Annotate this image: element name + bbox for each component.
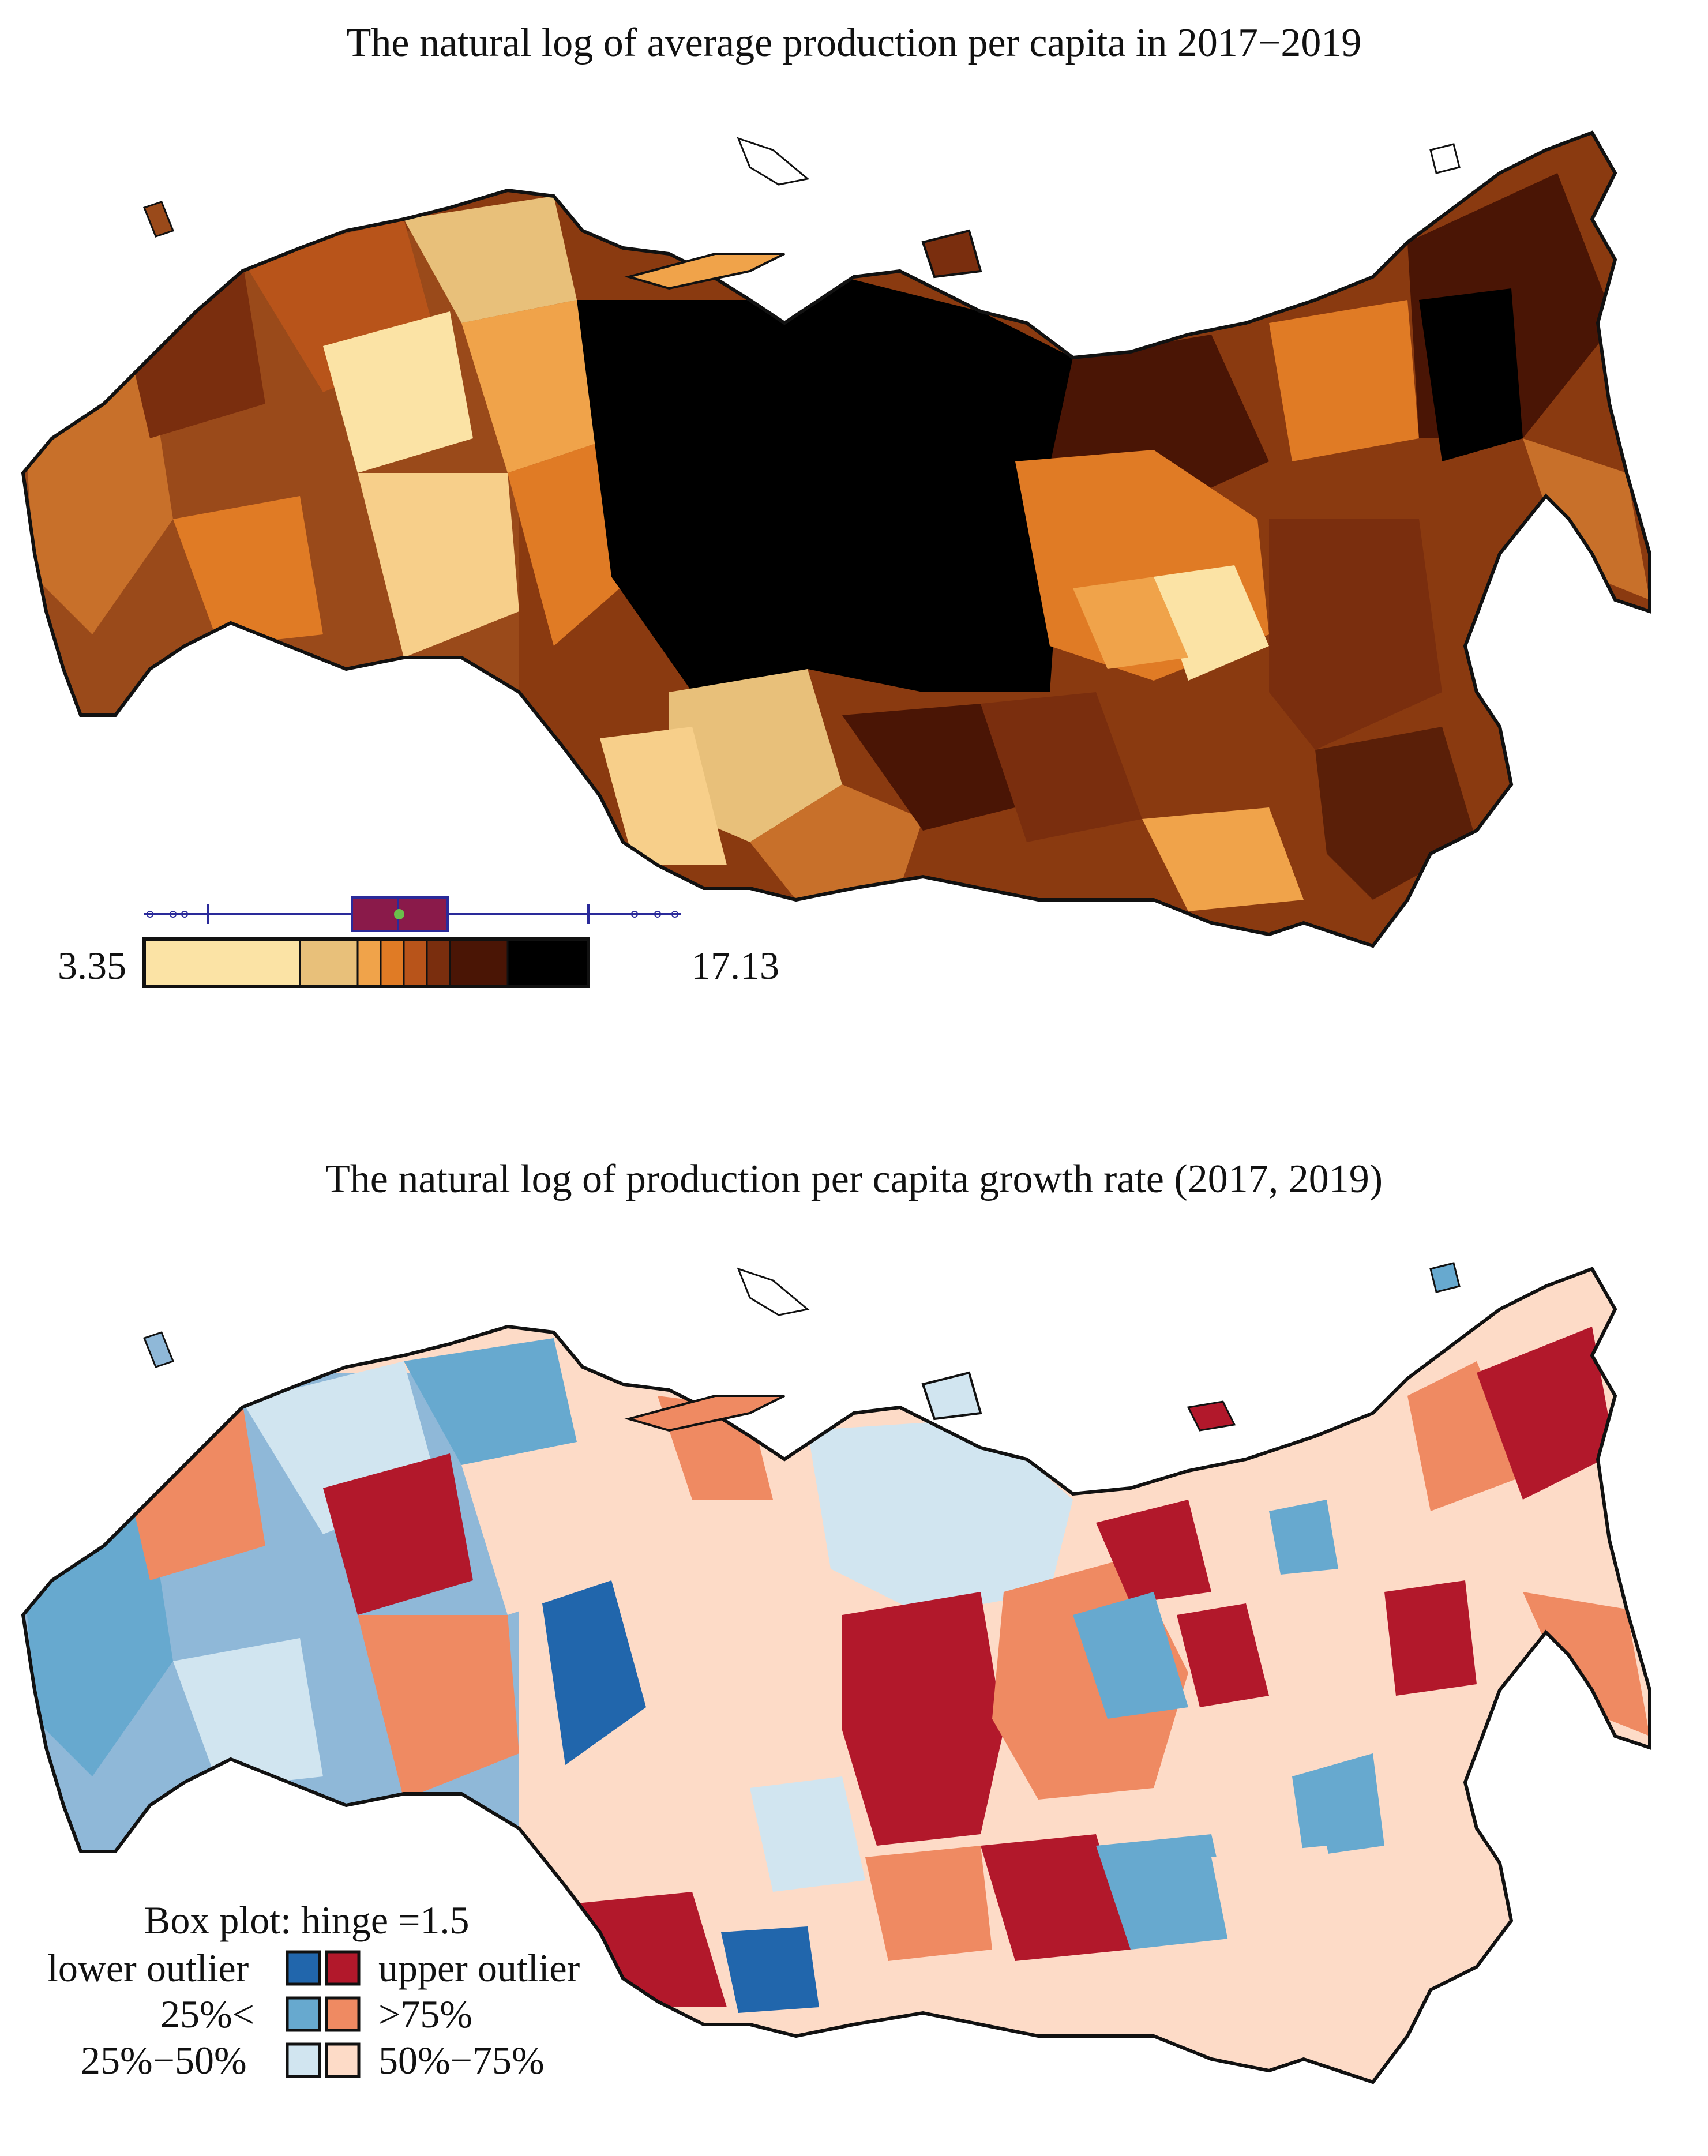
legend-lower-outlier-label: lower outlier (47, 1946, 249, 1990)
legend-q4-label: >75% (378, 1992, 472, 2036)
map-title-growth: The natural log of production per capita… (325, 1157, 1383, 1201)
legend-q2-label: 25%−50% (81, 2038, 247, 2082)
legend-color-bar (142, 937, 590, 988)
map-title-production: The natural log of average production pe… (346, 21, 1362, 65)
legend-swatch-lower-outlier (286, 1950, 321, 1986)
color-bar-frame (142, 937, 590, 988)
color-bar-class-7 (449, 938, 509, 987)
legend-boxplot-title: Box plot: hinge =1.5 (144, 1898, 470, 1942)
legend-swatch-upper-outlier (325, 1950, 361, 1986)
legend-q3-label: 50%−75% (378, 2038, 545, 2082)
map-production-per-capita (0, 0, 1708, 988)
legend-boxplot-strip (144, 896, 681, 932)
legend-upper-outlier-label: upper outlier (378, 1946, 580, 1990)
legend-boxplot-swatches (286, 1950, 361, 2078)
legend-swatch-q1 (286, 1996, 321, 2032)
legend-min-label: 3.35 (58, 944, 126, 987)
legend-swatch-q4 (325, 1996, 361, 2032)
legend-q1-label: 25%< (160, 1992, 254, 2036)
legend-swatch-q2 (286, 2042, 321, 2078)
legend-max-label: 17.13 (691, 944, 779, 987)
color-bar-class-8 (506, 938, 590, 987)
legend-swatch-q3 (325, 2042, 361, 2078)
